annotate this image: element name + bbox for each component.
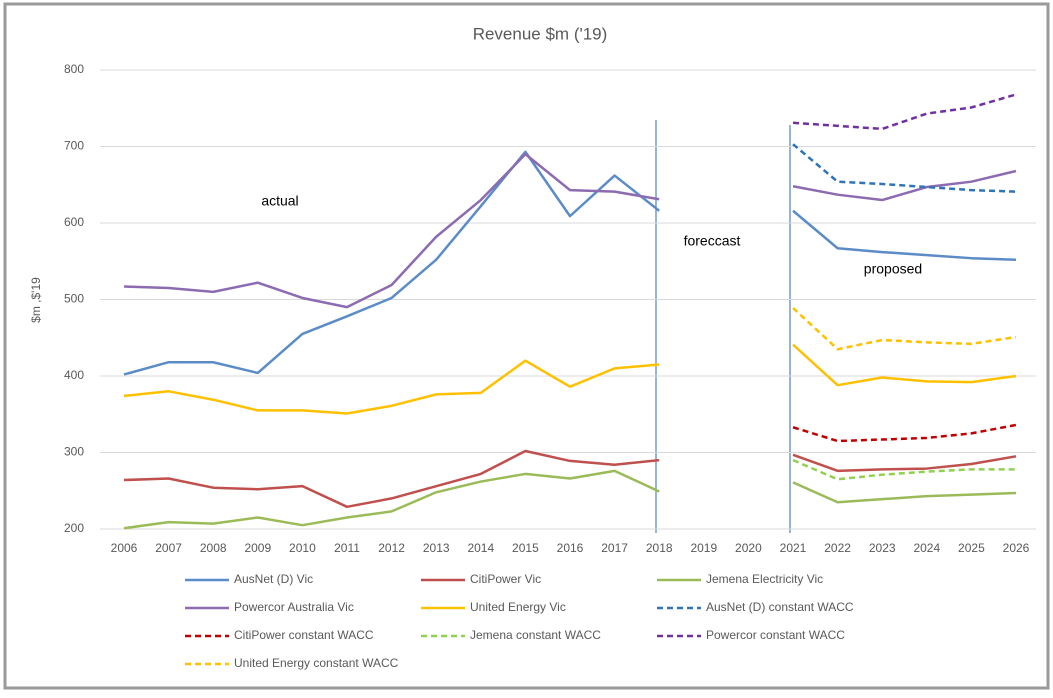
x-tick-label: 2011 [334, 541, 360, 555]
legend-label: United Energy Vic [470, 600, 566, 614]
legend-label: United Energy constant WACC [234, 656, 399, 670]
y-tick-label: 300 [64, 445, 84, 459]
series-line [792, 306, 1017, 351]
x-tick-label: 2008 [200, 541, 227, 555]
series-line [123, 150, 1017, 376]
y-tick-label: 200 [64, 521, 84, 535]
x-tick-label: 2017 [601, 541, 628, 555]
legend-label: CitiPower constant WACC [234, 628, 374, 642]
legend-label: Jemena Electricity Vic [706, 572, 823, 586]
x-tick-label: 2016 [557, 541, 584, 555]
x-tick-label: 2026 [1003, 541, 1030, 555]
series-line [123, 343, 1017, 415]
chart-frame [3, 2, 1050, 690]
legend-label: Powercor constant WACC [706, 628, 845, 642]
legend-label: CitiPower Vic [470, 572, 541, 586]
legend-label: AusNet (D) Vic [234, 572, 313, 586]
x-tick-label: 2007 [155, 541, 182, 555]
legend-label: Jemena constant WACC [470, 628, 601, 642]
series-line [792, 93, 1017, 131]
x-tick-label: 2013 [423, 541, 450, 555]
series-line [123, 469, 1017, 530]
x-tick-label: 2018 [646, 541, 673, 555]
x-tick-label: 2009 [244, 541, 271, 555]
x-tick-label: 2021 [780, 541, 807, 555]
series-line [792, 423, 1017, 443]
legend-label: AusNet (D) constant WACC [706, 600, 854, 614]
y-tick-label: 800 [64, 62, 84, 76]
y-tick-label: 400 [64, 368, 84, 382]
series-line [792, 459, 1016, 481]
x-tick-label: 2015 [512, 541, 539, 555]
x-tick-label: 2020 [735, 541, 762, 555]
x-tick-label: 2024 [913, 541, 940, 555]
chart-title: Revenue $m ('19) [473, 24, 608, 43]
x-tick-label: 2006 [111, 541, 138, 555]
x-tick-label: 2012 [378, 541, 405, 555]
legend-label: Powercor Australia Vic [234, 600, 354, 614]
x-tick-label: 2019 [690, 541, 717, 555]
series-line [123, 449, 1017, 509]
series-line [123, 152, 1017, 309]
y-axis-label: $m ,$'19 [29, 277, 43, 323]
y-tick-label: 500 [64, 292, 84, 306]
y-tick-label: 700 [64, 139, 84, 153]
x-tick-label: 2025 [958, 541, 985, 555]
annotation: actual [261, 193, 298, 209]
x-tick-label: 2014 [467, 541, 494, 555]
series-line [792, 143, 1017, 193]
y-tick-label: 600 [64, 215, 84, 229]
x-tick-label: 2023 [869, 541, 896, 555]
x-tick-label: 2010 [289, 541, 316, 555]
annotation: foreccast [684, 233, 741, 249]
x-tick-label: 2022 [824, 541, 851, 555]
annotation: proposed [864, 261, 922, 277]
